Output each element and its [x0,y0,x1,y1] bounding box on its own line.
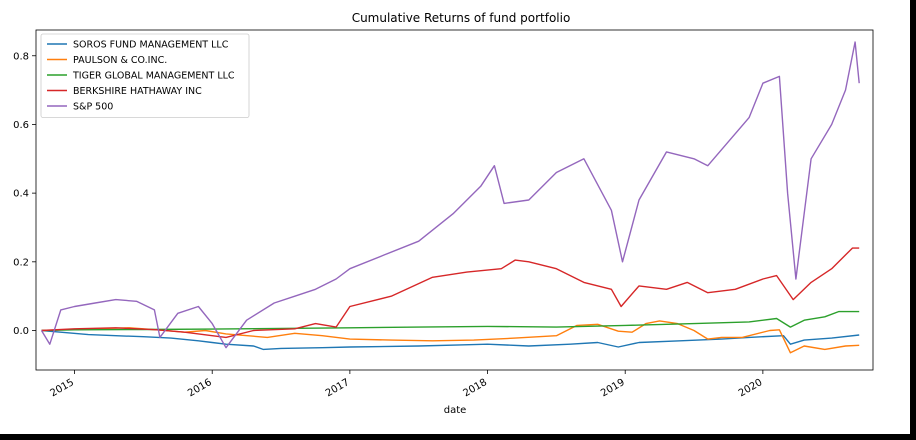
series-layer [40,41,860,354]
series-line-5 [40,41,860,349]
legend: SOROS FUND MANAGEMENT LLC PAULSON & CO.IN… [40,33,250,118]
x-axis: 2015 2016 2017 2018 2019 2020 [49,370,765,399]
y-axis: 0.0 0.2 0.4 0.6 0.8 [13,51,36,337]
x-tick-label-3: 2017 [324,377,352,399]
chart: Cumulative Returns of fund portfolio 201… [13,11,874,416]
legend-label-1: SOROS FUND MANAGEMENT LLC [73,40,229,51]
legend-box [40,33,250,118]
legend-label-3: TIGER GLOBAL MANAGEMENT LLC [72,71,235,82]
legend-label-2: PAULSON & CO.INC. [73,55,167,66]
y-tick-label-3: 0.4 [13,189,29,200]
series-line-1 [41,329,860,351]
plot-frame [35,29,874,371]
y-tick-label-2: 0.2 [13,257,29,268]
figure: Cumulative Returns of fund portfolio 201… [0,0,910,434]
legend-label-5: S&P 500 [73,102,113,113]
series-line-3 [41,310,860,332]
y-tick-label-4: 0.6 [13,120,29,131]
y-tick-label-5: 0.8 [13,51,29,62]
x-axis-label: date [444,405,467,416]
x-tick-label-4: 2018 [461,377,489,399]
x-tick-label-1: 2015 [49,377,77,399]
x-tick-label-6: 2020 [737,377,765,399]
y-tick-label-1: 0.0 [13,326,29,337]
series-line-2 [41,320,860,354]
x-tick-label-5: 2019 [599,377,627,399]
series-line-4 [41,247,860,339]
legend-label-4: BERKSHIRE HATHAWAY INC [73,86,202,97]
x-tick-label-2: 2016 [186,377,214,399]
chart-title: Cumulative Returns of fund portfolio [352,11,571,25]
